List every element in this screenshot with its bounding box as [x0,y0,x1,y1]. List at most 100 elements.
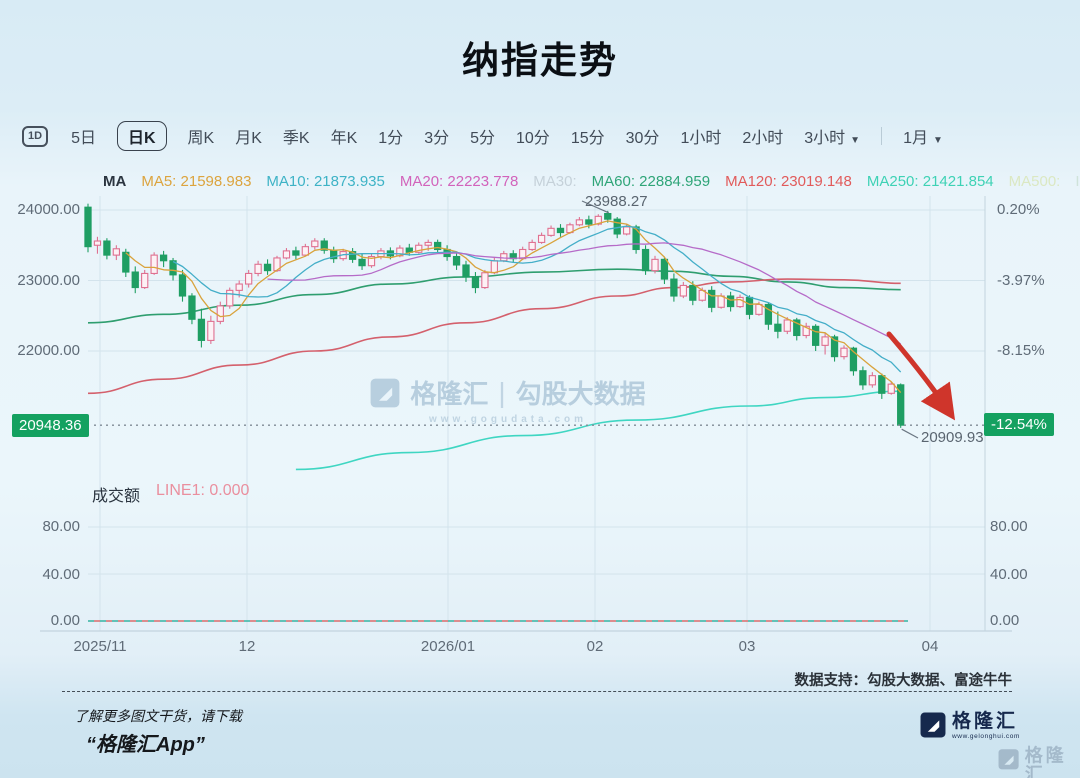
candle [311,240,319,248]
x-axis-label-0: 2025/11 [73,638,127,655]
candle [679,284,687,297]
logo-url: www.gelonghui.com [952,733,1021,740]
candle [415,244,423,253]
chevron-down-icon: ▼ [932,135,943,146]
candle [462,264,470,278]
interval-1d-icon[interactable]: 1D [22,125,49,147]
timeframe-item-1[interactable]: 日K [116,121,167,151]
pct-axis-right-2: -8.15% [997,342,1045,359]
candle [622,226,631,235]
candle [263,263,272,272]
ma-legend-item-ma20: MA20: 22223.778 [399,173,519,190]
data-support-text: 数据支持：勾股大数据、富途牛牛 [794,673,1013,689]
candle [481,272,489,289]
volume-label: 成交额 [92,488,141,505]
page-title: 纳指走势 [462,40,618,81]
timeframe-item-15[interactable]: 1月 ▼ [903,130,943,147]
timeframe-item-14[interactable]: 3小时 ▼ [804,130,861,147]
candle [604,212,612,220]
logo-text: 格隆汇 [1024,746,1067,778]
gelonghui-logo: 格隆汇 www.gelonghui.com [920,712,1020,740]
ma-line-ma250 [295,390,901,471]
candle [122,251,130,273]
timeframe-item-7[interactable]: 3分 [424,130,450,147]
volume-axis-left-0: 80.00 [42,518,80,535]
ma-line-ma120 [87,278,901,395]
price-axis-left-1: 23000.00 [17,272,80,289]
x-axis-label-5: 04 [921,638,939,655]
candle [726,295,735,308]
timeframe-item-3[interactable]: 月K [235,130,262,147]
candle [585,219,593,225]
ma-legend-item-i: I [1075,173,1080,190]
gelonghui-logo-icon [920,712,946,738]
candle [433,241,442,251]
candle [849,347,858,372]
timeframe-item-9[interactable]: 10分 [516,130,550,147]
candle [821,336,829,346]
volume-axis-left-2: 0.00 [50,612,80,629]
timeframe-toolbar: 1D 5日 日K 周K 月K 季K 年K 1分 3分 5分 10分 15分 30分 1小时 2小时 3小时 ▼… [22,121,1060,151]
candle [282,250,291,259]
x-axis-label-1: 12 [238,638,256,655]
candle [868,375,876,386]
candle [245,272,253,285]
crash-arrow-icon [886,331,956,421]
long-ma-layer [87,268,901,471]
logo-text: 格隆汇 [952,711,1019,732]
candle [93,240,102,246]
candle [811,325,820,346]
candle [783,319,791,332]
ma-legend: MA MA5: 21598.983 MA10: 21873.935 MA20: 22… [103,173,1080,190]
volume-line1-value: LINE1: 0.000 [156,482,250,499]
volume-axis-right-2: 0.00 [990,612,1020,629]
candle [235,283,243,291]
pct-axis-right-0: 0.20% [997,201,1040,218]
promo-line-1: 了解更多图文干货，请下载 [74,708,242,724]
ma-legend-prefix: MA [103,173,127,190]
candle [859,370,867,386]
peak-price-annotation: 23988.27 [585,193,648,210]
timeframe-item-13[interactable]: 2小时 [742,130,784,147]
candle [103,240,111,256]
candle [320,240,328,251]
candle [660,258,669,280]
gridlines-layer [40,196,1012,632]
promo-line-2: “格隆汇App” [86,734,205,756]
timeframe-item-8[interactable]: 5分 [470,130,495,147]
timeframe-item-10[interactable]: 15分 [570,130,605,147]
timeframe-item-12[interactable]: 1小时 [680,130,722,147]
candle [887,383,895,394]
candle [131,271,139,289]
candle [897,384,905,426]
timeframe-item-5[interactable]: 年K [330,130,358,147]
candle [141,272,149,289]
candle [207,320,215,341]
candle [452,255,461,266]
chevron-down-icon: ▼ [850,135,861,146]
ma-legend-item-ma250: MA250: 21421.854 [866,173,994,190]
volume-axis-left-1: 40.00 [42,566,80,583]
price-axis-left-2: 22000.00 [17,342,80,359]
candle [840,347,848,358]
candle [793,319,801,337]
candle [169,260,177,276]
timeframe-item-6[interactable]: 1分 [378,130,404,147]
timeframe-item-11[interactable]: 30分 [625,130,660,147]
timeframe-item-2[interactable]: 周K [187,130,215,147]
ma-legend-item-ma30: MA30: [533,173,577,190]
ma-legend-item-ma60: MA60: 22884.959 [591,173,711,190]
pct-axis-right-1: -3.97% [997,272,1045,289]
current-change-badge: -12.54% [984,413,1054,436]
timeframe-item-4[interactable]: 季K [282,130,310,147]
candle [708,289,716,308]
candle [736,296,744,308]
ma-legend-item-ma120: MA120: 23019.148 [725,173,852,190]
candle [471,276,480,289]
candle [641,248,650,272]
candle [575,219,584,226]
timeframe-item-0[interactable]: 5日 [71,130,96,147]
candle [717,295,725,308]
